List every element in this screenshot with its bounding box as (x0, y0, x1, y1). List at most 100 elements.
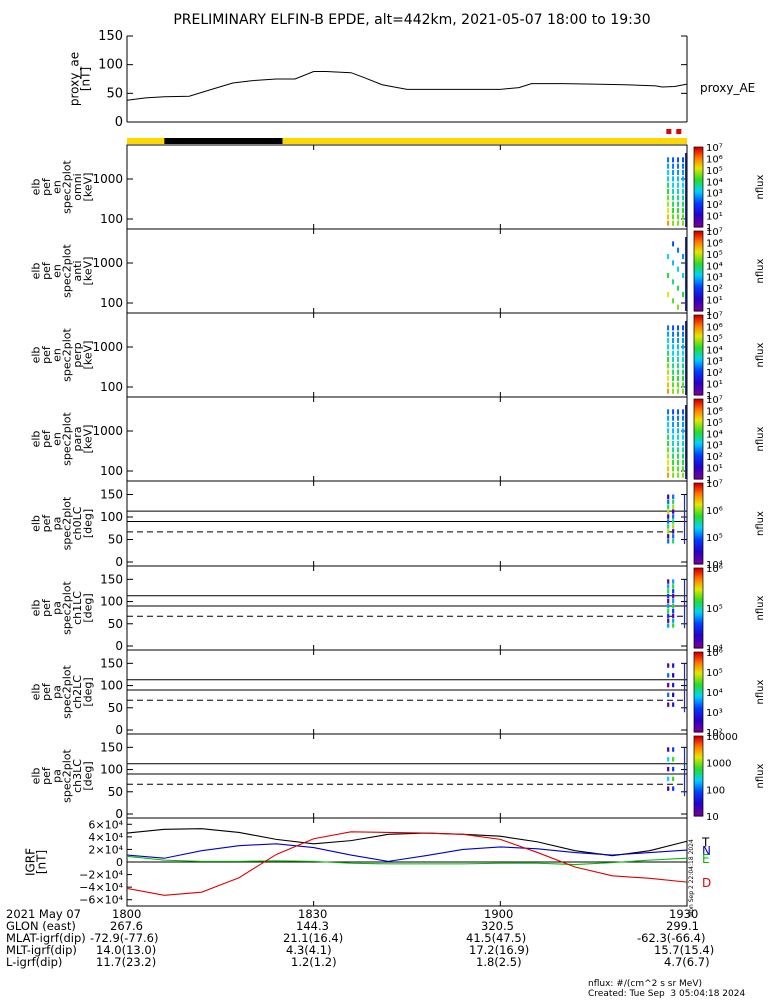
colorbar-cell (694, 527, 703, 531)
y-axis-label: pef (40, 177, 53, 196)
spectrogram-cell (667, 434, 670, 440)
spectrogram-cell (667, 195, 670, 201)
colorbar-cell (694, 197, 703, 200)
colorbar-cell (694, 317, 703, 320)
colorbar-cell (694, 604, 703, 607)
y-tick-label: 50 (108, 701, 123, 715)
y-tick-label: 100 (100, 380, 123, 394)
colorbar-cell (694, 277, 703, 280)
colorbar-cell (694, 694, 703, 697)
colorbar-cell (694, 792, 703, 795)
colorbar-cell (694, 225, 703, 228)
colorbar-cell (694, 594, 703, 597)
spectrogram-cell (677, 220, 680, 226)
colorbar-cell (694, 251, 703, 254)
colorbar-tick-label: 10⁶ (706, 648, 723, 659)
spectrogram-cell (667, 594, 670, 599)
spectrogram-cell (672, 298, 675, 304)
spectrogram-cell (672, 331, 675, 337)
colorbar-cell (694, 259, 703, 262)
colorbar-cell (694, 183, 703, 186)
colorbar-cell (694, 477, 703, 480)
y-axis-label: pef (40, 261, 53, 280)
colorbar-cell (694, 209, 703, 212)
y-axis-label: [keV] (82, 173, 95, 202)
colorbar-cell (694, 433, 703, 436)
colorbar-tick-label: 10 (706, 812, 719, 823)
ephem-value: -62.3(-66.4) (637, 931, 706, 945)
spectrogram-cell (677, 157, 680, 163)
colorbar-cell (694, 718, 703, 721)
spectrogram-cell (667, 382, 670, 388)
colorbar-frame (693, 314, 704, 396)
spectrogram-cell (667, 529, 670, 534)
colorbar-cell (694, 644, 703, 647)
colorbar-cell (694, 628, 703, 631)
colorbar-tick-label: 10⁷ (706, 479, 723, 490)
spectrogram-cell (672, 608, 675, 614)
colorbar-cell (694, 746, 703, 749)
colorbar-cell (694, 203, 703, 206)
spectrogram-cell (672, 524, 675, 529)
y-axis-label: omni (71, 173, 84, 200)
spectrogram-cell (672, 509, 675, 514)
colorbar-cell (694, 255, 703, 258)
colorbar-cell (694, 213, 703, 216)
colorbar-cell (694, 756, 703, 759)
colorbar-cell (694, 463, 703, 466)
y-tick-label: 150 (100, 656, 123, 670)
colorbar-cell (694, 261, 703, 264)
spectrogram-cell (677, 201, 680, 207)
colorbar-cell (694, 501, 703, 504)
spectrogram-cell (677, 357, 680, 363)
spectrogram-cell (672, 214, 675, 220)
spectrogram-cell (677, 163, 680, 169)
spectrogram-cell (672, 382, 675, 388)
y-tick-label: 6×10⁴ (88, 818, 123, 831)
y-axis-label: en (50, 180, 63, 194)
colorbar-cell (694, 305, 703, 308)
colorbar-cell (694, 341, 703, 344)
colorbar-tick-label: 10⁵ (706, 166, 723, 177)
colorbar-tick-label: 10³ (706, 441, 723, 452)
colorbar-frame (693, 735, 704, 817)
ephem-value: 4.3(4.1) (286, 943, 332, 957)
colorbar-cell (694, 582, 703, 585)
spectrogram-cell (672, 195, 675, 201)
spectrogram-cell (667, 466, 670, 472)
spectrogram-cell (677, 376, 680, 382)
colorbar-cell (694, 223, 703, 226)
spectrogram-cell (672, 539, 675, 544)
spectrogram-cell (667, 608, 670, 614)
status-marker (666, 129, 672, 134)
y-axis-label: pa (50, 517, 63, 531)
spectrogram-cell (682, 214, 685, 220)
y-axis-label: spec2plot (61, 496, 74, 550)
colorbar-cell (694, 760, 703, 763)
ephem-value: 320.5 (481, 919, 514, 933)
colorbar-cell (694, 557, 703, 561)
colorbar-cell (694, 245, 703, 248)
spectrogram-cell (677, 460, 680, 466)
ephem-value: 15.7(15.4) (654, 943, 715, 957)
colorbar-cell (694, 219, 703, 222)
ephem-label: GLON (east) (6, 919, 76, 933)
spectrogram-cell (677, 363, 680, 369)
spectrogram-cell (672, 603, 675, 609)
igrf-n-line (126, 843, 688, 862)
colorbar-cell (694, 776, 703, 779)
y-tick-label: 0 (115, 723, 123, 737)
colorbar-label: nflux (755, 258, 766, 283)
colorbar-tick-label: 10² (706, 452, 723, 463)
colorbar-cell (694, 295, 703, 298)
y-axis-label: elb (29, 179, 42, 196)
colorbar-cell (694, 584, 703, 587)
colorbar-cell (694, 457, 703, 460)
colorbar-cell (694, 529, 703, 533)
colorbar-cell (694, 499, 703, 502)
colorbar-cell (694, 275, 703, 278)
